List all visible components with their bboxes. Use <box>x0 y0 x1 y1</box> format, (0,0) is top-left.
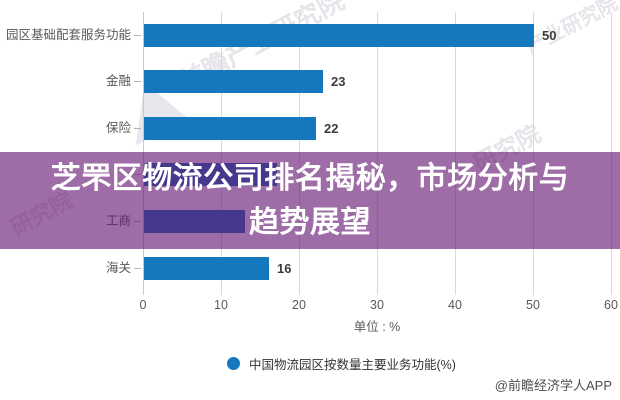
x-axis-tick-label: 60 <box>604 298 618 312</box>
legend-dot-icon <box>227 356 240 370</box>
category-label: 保险 <box>105 121 131 135</box>
x-axis-tick-label: 0 <box>139 298 147 312</box>
bar <box>144 24 534 47</box>
banner-title-line2: 趋势展望 <box>249 205 371 239</box>
x-axis-unit-label: 单位 : % <box>353 320 401 334</box>
bar <box>144 117 316 140</box>
value-label: 16 <box>277 261 292 276</box>
x-axis-tick-label: 30 <box>370 298 384 312</box>
legend: 中国物流园区按数量主要业务功能(%) <box>227 355 456 372</box>
banner-title-line1: 芝罘区物流公司排名揭秘，市场分析与 <box>50 161 570 195</box>
category-tick <box>134 128 141 129</box>
value-label: 50 <box>542 28 557 43</box>
x-axis-tick-label: 10 <box>214 298 228 312</box>
category-label: 园区基础配套服务功能 <box>5 28 131 42</box>
category-tick <box>134 268 141 269</box>
category-label: 金融 <box>105 74 131 88</box>
legend-label: 中国物流园区按数量主要业务功能(%) <box>249 357 456 372</box>
category-tick <box>134 81 141 82</box>
value-label: 22 <box>324 121 339 136</box>
category-label: 海关 <box>105 261 131 275</box>
category-tick <box>134 35 141 36</box>
source-credit: @前瞻经济学人APP <box>494 378 612 393</box>
title-banner: 芝罘区物流公司排名揭秘，市场分析与 趋势展望 <box>0 152 620 249</box>
bar <box>144 70 323 93</box>
x-axis-tick-label: 20 <box>292 298 306 312</box>
x-axis-tick-label: 40 <box>448 298 462 312</box>
x-axis-tick-label: 50 <box>526 298 540 312</box>
value-label: 23 <box>331 74 346 89</box>
bar <box>144 257 269 280</box>
